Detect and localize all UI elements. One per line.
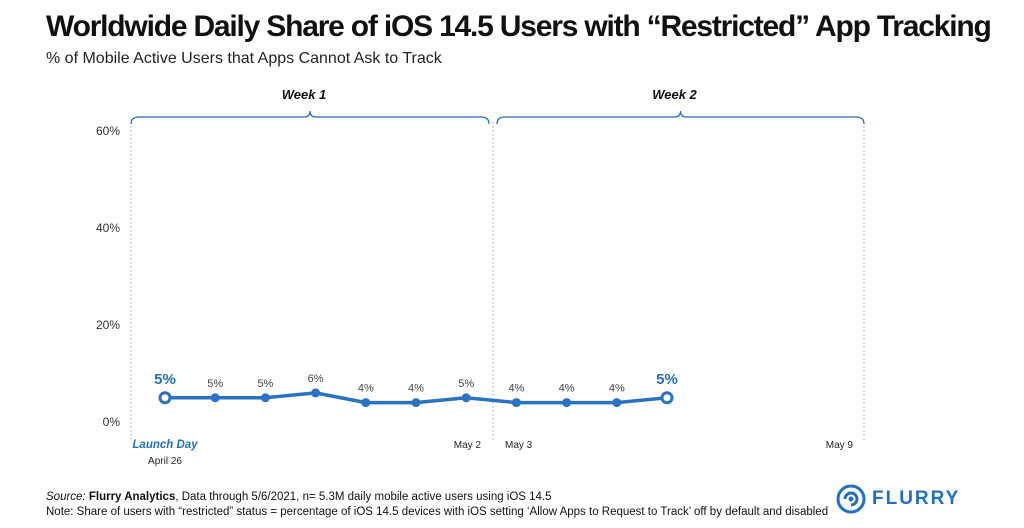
week-label: Week 1 — [282, 87, 327, 102]
data-label: 6% — [308, 373, 324, 385]
chart-title: Worldwide Daily Share of iOS 14.5 Users … — [46, 10, 992, 43]
data-point — [260, 393, 270, 403]
source-line: Source: Flurry Analytics, Data through 5… — [46, 490, 828, 505]
y-tick-label: 20% — [96, 318, 120, 332]
data-point — [461, 393, 471, 403]
data-point — [612, 398, 622, 408]
data-label: 4% — [609, 383, 625, 395]
data-point — [361, 398, 371, 408]
logo-text: FLURRY — [872, 488, 961, 509]
x-tick-label: May 3 — [505, 440, 533, 451]
data-label: 5% — [458, 378, 474, 390]
data-point — [562, 398, 572, 408]
week-label: Week 2 — [652, 87, 697, 102]
data-label: 4% — [559, 383, 575, 395]
chart-subtitle: % of Mobile Active Users that Apps Canno… — [46, 50, 442, 67]
source-details: , Data through 5/6/2021, n= 5.3M daily m… — [175, 491, 552, 503]
data-label: 4% — [408, 383, 424, 395]
data-label: 5% — [207, 378, 223, 390]
flurry-logo-icon — [836, 484, 866, 514]
y-tick-label: 40% — [96, 221, 120, 235]
flurry-logo: FLURRY — [836, 484, 960, 514]
note-line: Note: Share of users with “restricted” s… — [46, 506, 829, 518]
x-tick-sublabel: April 26 — [148, 456, 182, 467]
chart-footer: Source: Flurry Analytics, Data through 5… — [46, 490, 828, 520]
x-tick-label: May 9 — [826, 440, 854, 451]
data-label: 4% — [358, 383, 374, 395]
data-point — [411, 398, 421, 408]
source-label: Source: — [46, 491, 86, 503]
week-brace — [496, 110, 865, 125]
y-tick-label: 60% — [96, 124, 120, 138]
source-name: Flurry Analytics — [88, 491, 176, 503]
data-point-highlight — [158, 391, 172, 405]
data-point — [511, 398, 521, 408]
data-label-highlight: 5% — [656, 371, 678, 388]
data-label: 4% — [508, 383, 524, 395]
data-point — [311, 388, 321, 398]
data-point — [210, 393, 220, 403]
data-point-highlight — [660, 391, 674, 405]
y-tick-label: 0% — [103, 415, 121, 429]
x-tick-label: May 2 — [454, 440, 482, 451]
data-label: 5% — [257, 378, 273, 390]
week-brace — [130, 110, 490, 125]
x-tick-label: Launch Day — [132, 439, 198, 451]
data-label-highlight: 5% — [154, 371, 176, 388]
